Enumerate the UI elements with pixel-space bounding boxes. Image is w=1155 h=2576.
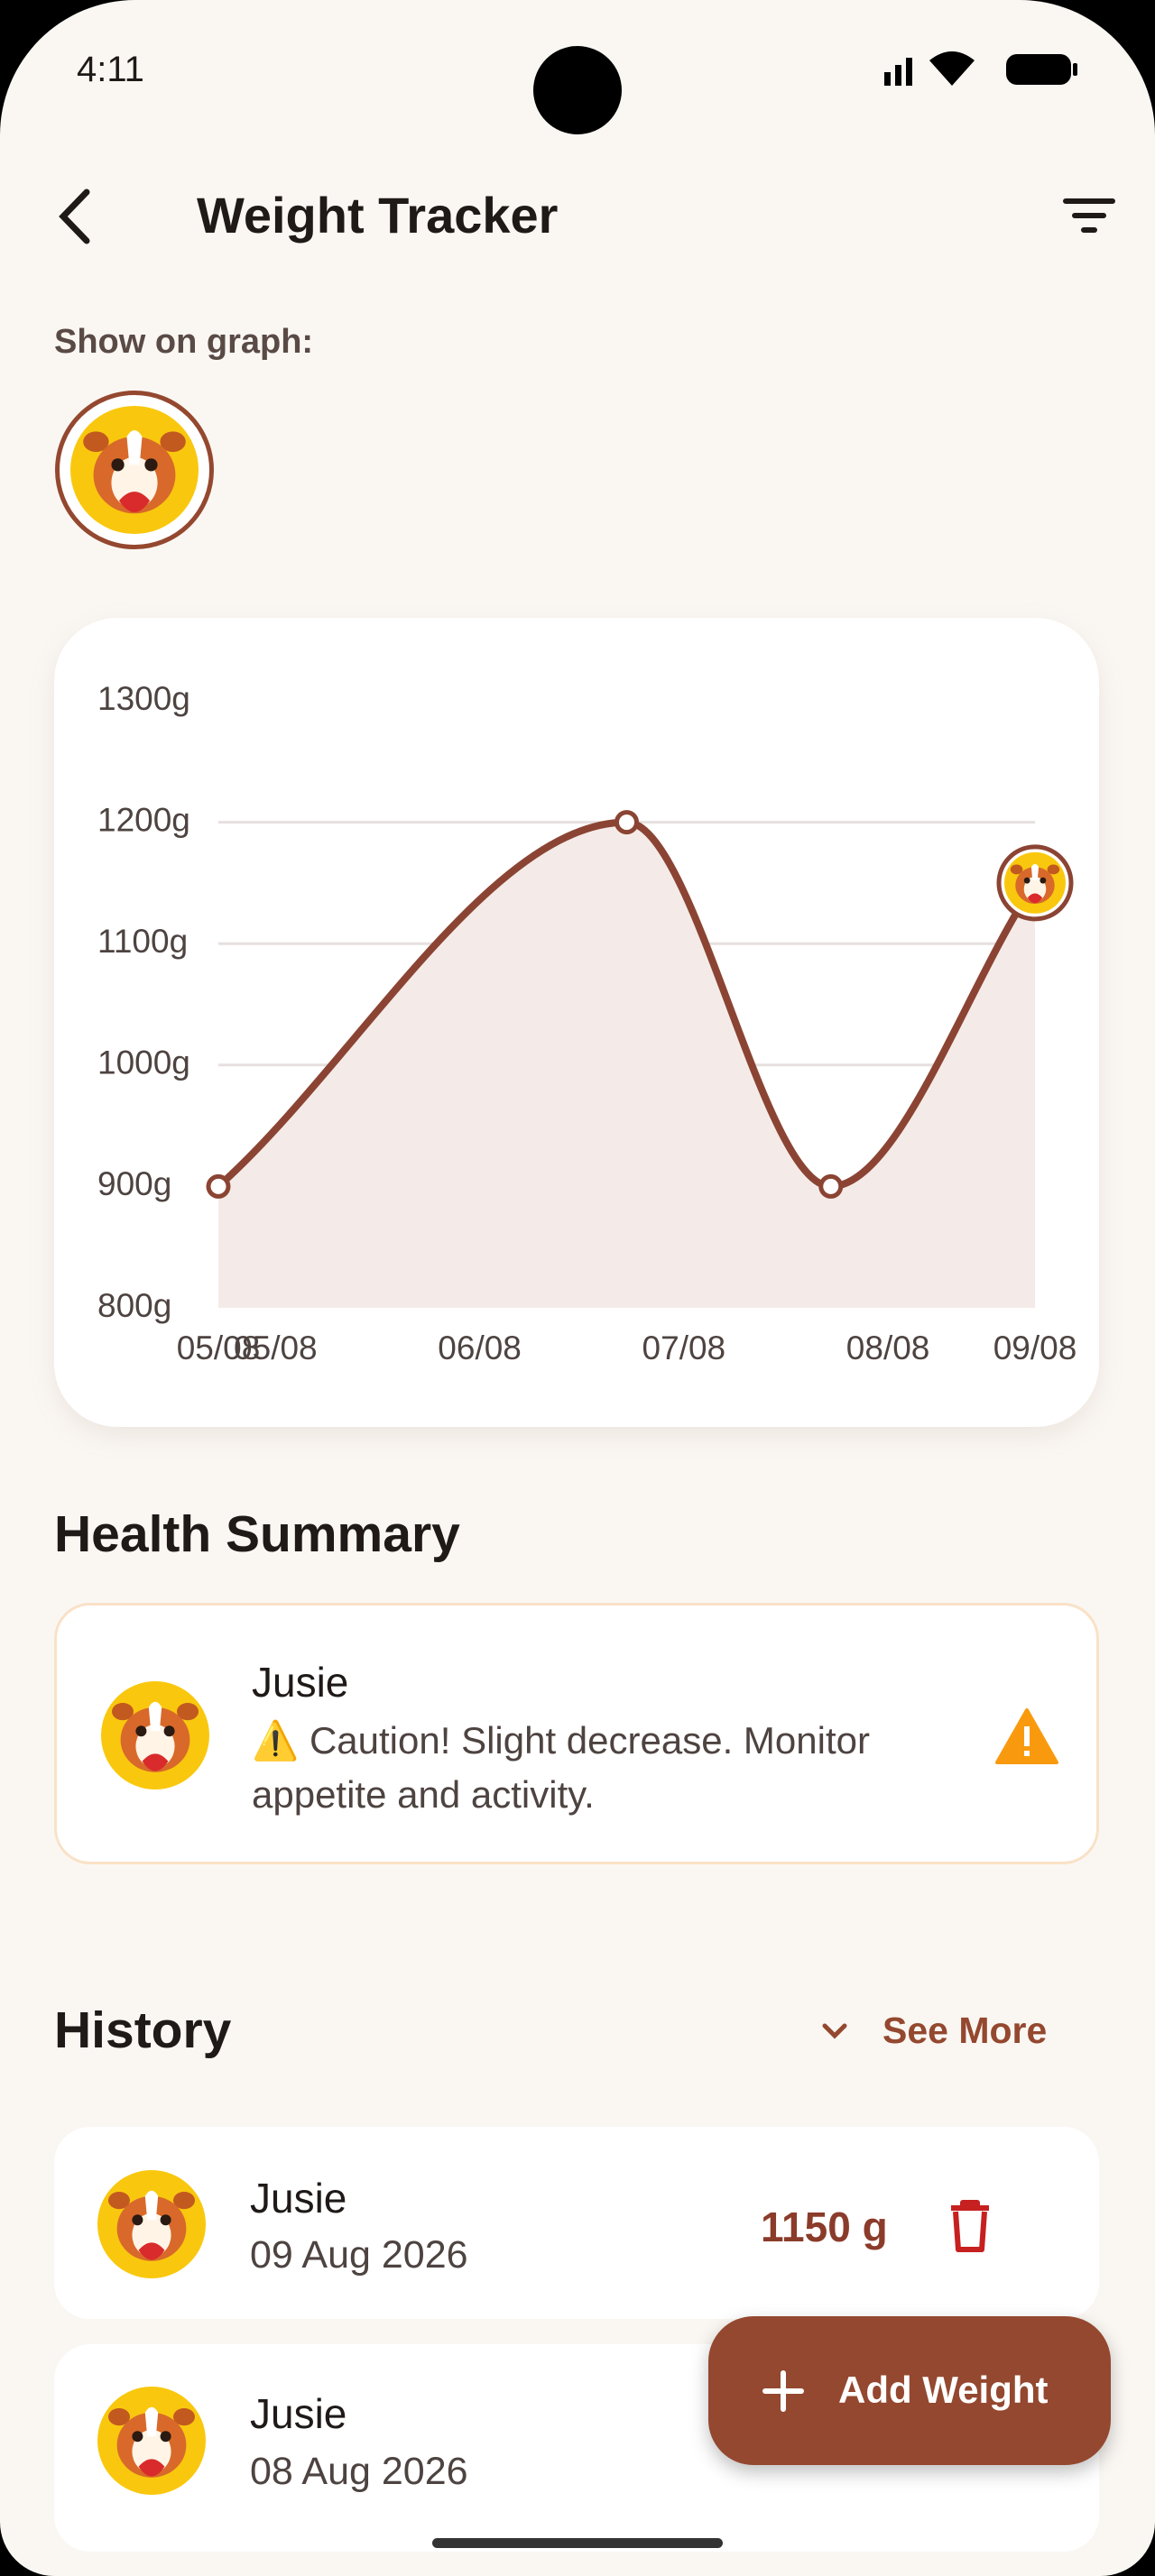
entry-weight: 1150 g bbox=[761, 2203, 888, 2250]
chart-card: 800g 900g 1000g 1100g 1200g 1300g 05/08 05/08 06… bbox=[54, 618, 1099, 1427]
x-tick-label: 09/08 bbox=[993, 1329, 1077, 1366]
entry-date: 09 Aug 2026 bbox=[250, 2233, 468, 2277]
pet-avatar bbox=[97, 2170, 206, 2278]
health-card: Jusie ⚠️ Caution! Slight decrease. Monit… bbox=[54, 1603, 1099, 1864]
section-title: Health Summary bbox=[54, 1505, 460, 1563]
filter-button[interactable] bbox=[1063, 197, 1117, 238]
y-tick-label: 1200g bbox=[97, 801, 190, 838]
add-weight-label: Add Weight bbox=[838, 2369, 1049, 2411]
add-weight-button[interactable]: Add Weight bbox=[708, 2316, 1111, 2465]
pet-name: Jusie bbox=[250, 2175, 347, 2222]
point bbox=[818, 1173, 844, 1199]
x-tick-label: 05/08 bbox=[177, 1329, 261, 1366]
delete-button[interactable] bbox=[947, 2199, 993, 2253]
see-more-button[interactable]: See More bbox=[882, 2010, 1048, 2051]
status-icons bbox=[884, 51, 1077, 86]
back-button[interactable] bbox=[54, 185, 99, 248]
line-area bbox=[218, 822, 1035, 1308]
section-title: History bbox=[54, 2001, 232, 2059]
pet-name: Jusie bbox=[252, 1659, 349, 1706]
home-indicator bbox=[432, 2538, 723, 2548]
camera bbox=[533, 46, 622, 134]
history-item[interactable]: Jusie 09 Aug 2026 1150 g bbox=[54, 2127, 1099, 2319]
point bbox=[614, 810, 639, 835]
status-time: 4:11 bbox=[77, 50, 144, 89]
plus-icon bbox=[762, 2370, 804, 2412]
y-tick-label: 1100g bbox=[97, 923, 188, 960]
point bbox=[206, 1173, 231, 1199]
y-tick-label: 1300g bbox=[97, 680, 190, 717]
y-tick-label: 900g bbox=[97, 1165, 171, 1202]
pet-avatar bbox=[97, 2387, 206, 2495]
x-tick-label: 07/08 bbox=[642, 1329, 726, 1366]
graph-filter-label: Show on graph: bbox=[54, 323, 314, 361]
pet-filter-chip[interactable] bbox=[55, 391, 214, 549]
x-tick-label: 05/08 bbox=[234, 1329, 318, 1366]
warning-icon bbox=[995, 1708, 1058, 1764]
y-tick-label: 800g bbox=[97, 1287, 171, 1324]
x-tick-label: 06/08 bbox=[438, 1329, 522, 1366]
page-title: Weight Tracker bbox=[197, 187, 559, 244]
line bbox=[216, 818, 1039, 1191]
pet-avatar bbox=[101, 1681, 209, 1789]
pet-avatar bbox=[1004, 851, 1066, 914]
point bbox=[996, 844, 1074, 922]
entry-date: 08 Aug 2026 bbox=[250, 2450, 468, 2493]
chevron-icon bbox=[822, 2023, 847, 2039]
y-tick-label: 1000g bbox=[97, 1044, 190, 1081]
x-tick-label: 08/08 bbox=[846, 1329, 930, 1366]
pet-name: Jusie bbox=[250, 2390, 347, 2437]
pet-avatar bbox=[70, 406, 199, 534]
health-message: ⚠️ Caution! Slight decrease. Monitor app… bbox=[252, 1719, 870, 1816]
